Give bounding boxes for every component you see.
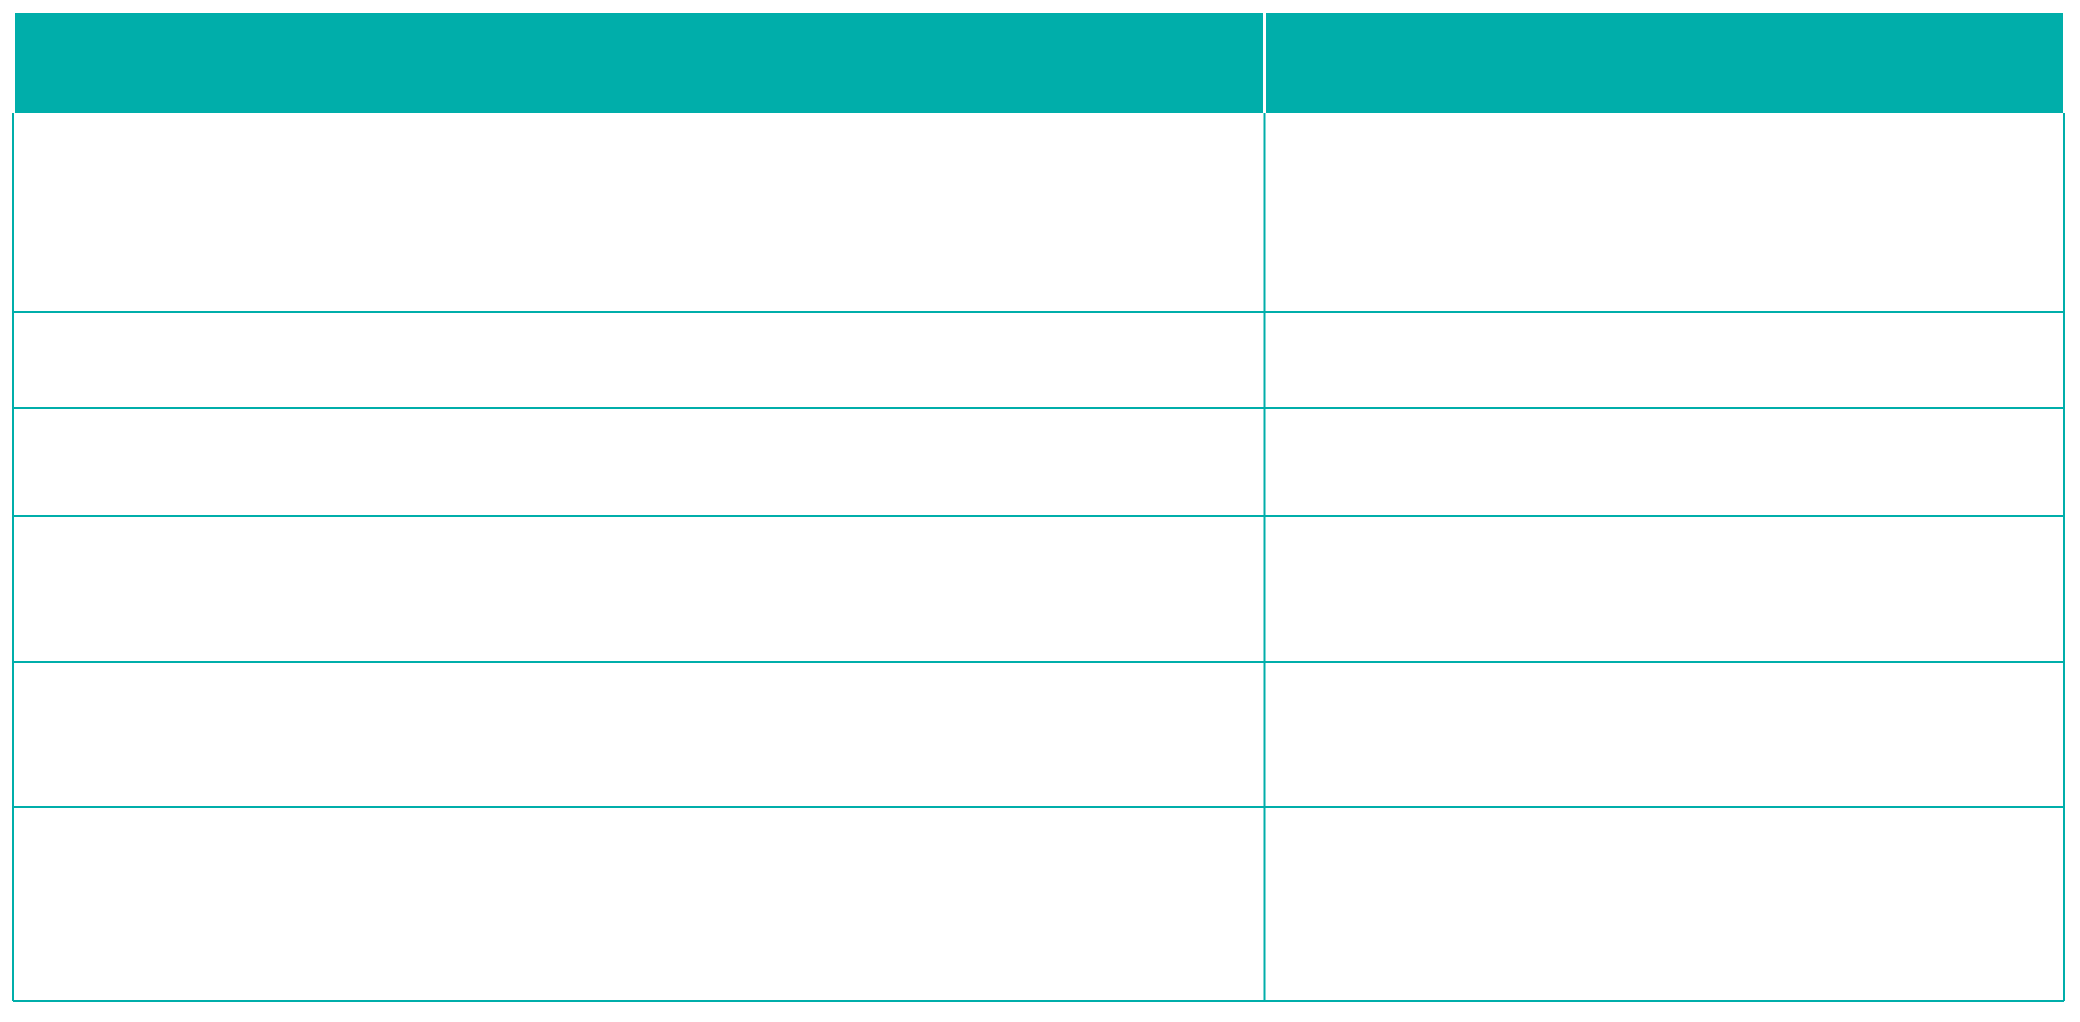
header-cell [1266,13,2063,113]
header-cell [15,13,1263,113]
